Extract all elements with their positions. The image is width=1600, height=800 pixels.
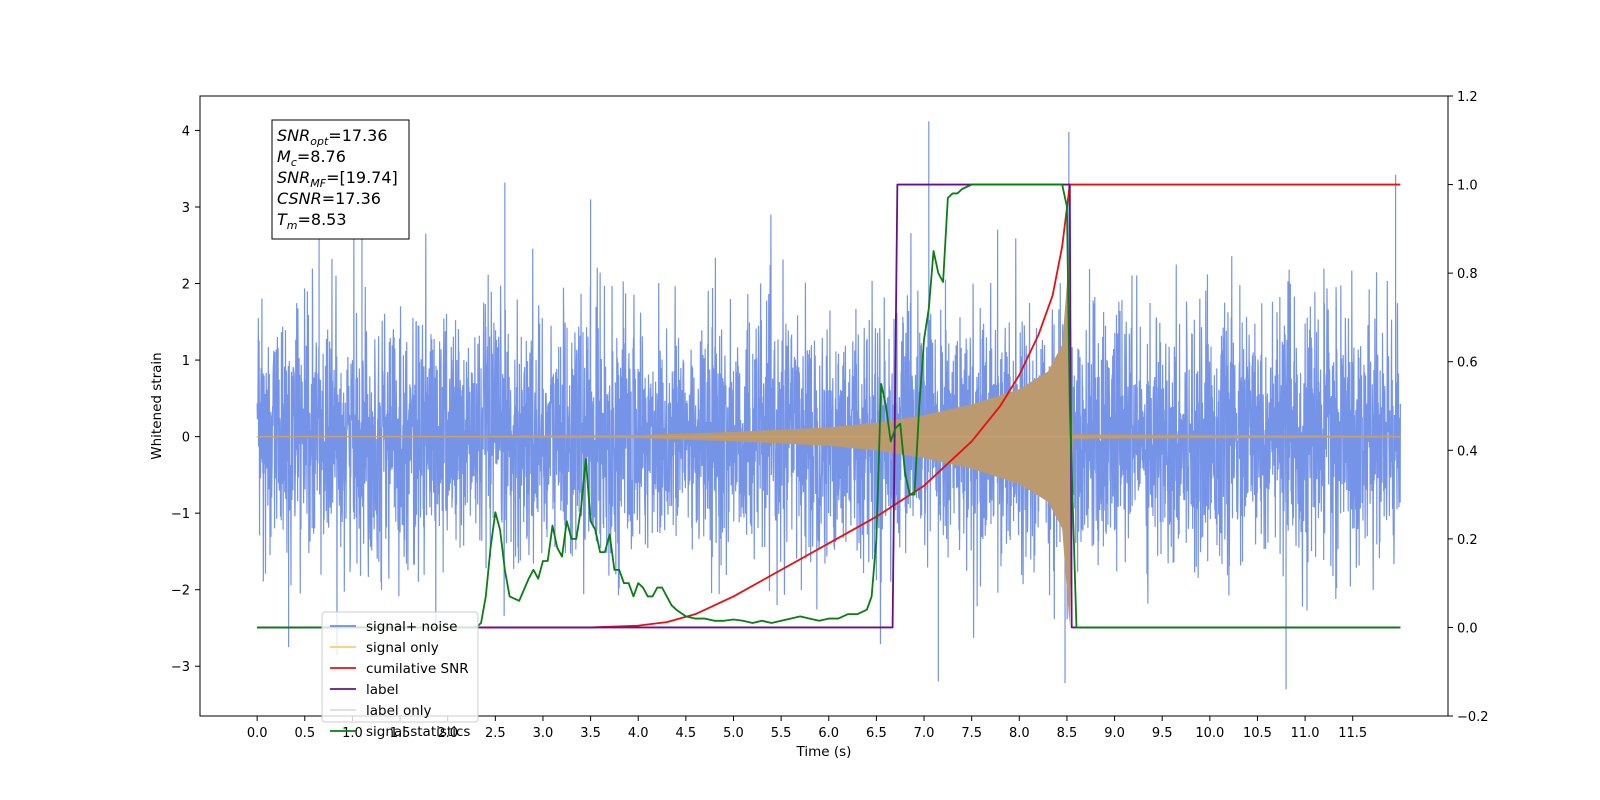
y2-tick-label: 0.6 <box>1457 356 1478 371</box>
y-tick-label: −1 <box>171 507 190 522</box>
annotation-value: =17.36 <box>322 189 381 208</box>
y2-tick-label: 1.2 <box>1457 90 1478 105</box>
x-tick-label: 6.5 <box>866 726 887 741</box>
x-tick-label: 4.0 <box>628 726 649 741</box>
x-tick-label: 8.5 <box>1057 726 1078 741</box>
plot-area <box>256 121 1401 690</box>
annotation-subscript: opt <box>310 135 329 148</box>
y-tick-label: 0 <box>182 431 190 446</box>
legend-label: label only <box>366 703 432 719</box>
annotation-line: Mc=8.76 <box>277 147 346 169</box>
axes-frame <box>199 95 1449 717</box>
y-tick-label: 3 <box>182 201 190 216</box>
x-tick-label: 4.5 <box>676 726 697 741</box>
x-tick-label: 0.0 <box>247 726 268 741</box>
y-tick-label: 4 <box>182 124 190 139</box>
legend-label: cumilative SNR <box>366 661 469 677</box>
series-cumilative-snr <box>257 183 1401 629</box>
x-tick-label: 11.0 <box>1291 726 1320 741</box>
annotation-line: Tm=8.53 <box>277 210 347 232</box>
x-tick-label: 1.5 <box>390 726 411 741</box>
legend-label: signal statistics <box>366 724 470 740</box>
axes: 0.0 0.5 1.0 1.5 2.0 2.5 3.0 3.5 4.0 4.5 5.0 5.5 6.0 6… <box>149 90 1489 760</box>
x-axis-title: Time (s) <box>796 744 852 760</box>
legend-label: signal+ noise <box>366 619 457 635</box>
annotation-value: =17.36 <box>328 126 387 145</box>
x-tick-label: 5.5 <box>771 726 792 741</box>
x-tick-label: 6.0 <box>818 726 839 741</box>
x-tick-label: 7.0 <box>914 726 935 741</box>
x-tick-label: 11.5 <box>1338 726 1367 741</box>
legend-label: label <box>366 682 399 698</box>
x-tick-label: 10.5 <box>1243 726 1272 741</box>
x-tick-label: 5.0 <box>723 726 744 741</box>
annotation-subscript: m <box>287 219 298 232</box>
y2-tick-label: −0.2 <box>1457 710 1489 725</box>
annotation-symbol: T <box>277 210 288 229</box>
x-tick-label: 1.0 <box>342 726 363 741</box>
x-tick-label: 3.0 <box>533 726 554 741</box>
y2-tick-label: 0.4 <box>1457 444 1478 459</box>
legend-label: signal only <box>366 640 439 656</box>
annotation-subscript: c <box>291 156 297 169</box>
y2-tick-label: 0.8 <box>1457 267 1478 282</box>
annotation-subscript: MF <box>310 177 326 190</box>
annotation-symbol: M <box>277 147 291 166</box>
legend: signal+ noise signal only cumilative SNR la… <box>321 611 479 740</box>
x-tick-label: 7.5 <box>961 726 982 741</box>
annotation-symbol: SNR <box>277 168 310 187</box>
x-tick-label: 8.0 <box>1009 726 1030 741</box>
y2-tick-label: 1.0 <box>1457 179 1478 194</box>
annotation-line: SNRMF=[19.74] <box>277 168 398 190</box>
y2-tick-label: 0.0 <box>1457 621 1478 636</box>
annotation-line: SNRopt=17.36 <box>277 126 388 148</box>
x-tick-label: 10.0 <box>1195 726 1224 741</box>
annotation-symbol: SNR <box>277 126 310 145</box>
annotation-box: SNRopt=17.36Mc=8.76SNRMF=[19.74]CSNR=17.… <box>271 119 410 240</box>
plot-inner <box>256 121 1401 690</box>
annotation-value: =[19.74] <box>326 168 398 187</box>
y2-tick-label: 0.2 <box>1457 533 1478 548</box>
x-tick-label: 9.5 <box>1152 726 1173 741</box>
annotation-value: =8.53 <box>298 210 347 229</box>
y-axis-title: Whitened strain <box>149 352 165 459</box>
annotation-value: =8.76 <box>297 147 346 166</box>
x-tick-label: 2.0 <box>437 726 458 741</box>
x-tick-label: 0.5 <box>294 726 315 741</box>
annotation-frame <box>271 119 410 240</box>
annotation-symbol: CSNR <box>277 189 322 208</box>
x-tick-label: 3.5 <box>580 726 601 741</box>
y-tick-label: 2 <box>182 278 190 293</box>
y-tick-label: 1 <box>182 354 190 369</box>
y-tick-label: −3 <box>171 660 190 675</box>
annotation-line: CSNR=17.36 <box>277 189 381 208</box>
series-signal-statistics <box>257 183 1401 629</box>
y-tick-label: −2 <box>171 584 190 599</box>
x-tick-label: 2.5 <box>485 726 506 741</box>
x-tick-label: 9.0 <box>1104 726 1125 741</box>
legend-frame <box>321 611 479 723</box>
